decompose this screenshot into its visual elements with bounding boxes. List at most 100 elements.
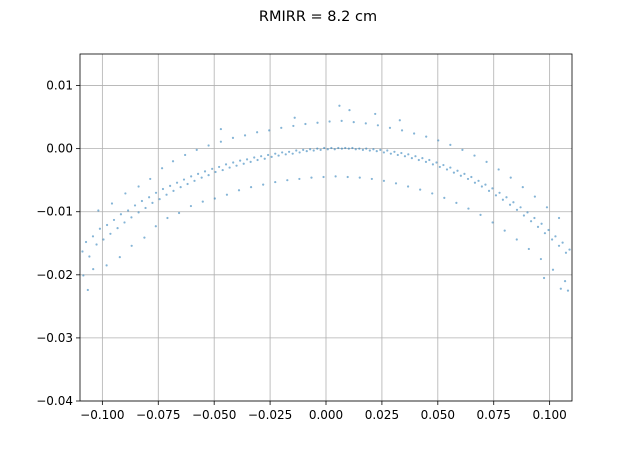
data-point <box>140 199 144 203</box>
data-point <box>196 172 200 175</box>
data-point <box>305 150 308 153</box>
data-point <box>249 160 252 163</box>
data-point <box>473 181 477 184</box>
data-point <box>529 220 533 223</box>
data-point <box>406 185 410 188</box>
data-point <box>515 208 519 211</box>
data-point <box>540 222 543 225</box>
data-point <box>154 225 157 228</box>
data-point <box>281 151 284 154</box>
data-point <box>435 161 438 164</box>
data-point <box>428 158 431 162</box>
data-point <box>352 121 355 124</box>
data-point <box>280 126 283 129</box>
data-point <box>545 206 549 209</box>
data-point <box>445 168 449 171</box>
data-point <box>184 153 187 157</box>
data-point <box>143 236 146 239</box>
data-point <box>169 184 172 187</box>
data-point <box>81 250 84 253</box>
data-point <box>424 160 428 163</box>
x-tick-label: −0.025 <box>248 408 292 422</box>
data-point <box>158 198 161 201</box>
data-point <box>393 150 396 153</box>
data-point <box>237 189 241 192</box>
data-point <box>358 147 361 150</box>
data-point <box>245 158 249 161</box>
data-point <box>536 225 540 228</box>
data-point <box>312 149 315 152</box>
data-point <box>410 157 413 160</box>
data-point <box>437 139 440 142</box>
data-points <box>81 104 571 292</box>
data-point <box>242 162 245 165</box>
data-point <box>505 196 508 199</box>
data-point <box>386 149 389 152</box>
data-point <box>463 172 466 175</box>
data-point <box>459 174 462 177</box>
data-point <box>389 152 392 155</box>
y-tick-label: −0.04 <box>36 394 73 408</box>
data-point <box>358 176 361 179</box>
data-point <box>260 155 263 158</box>
data-point <box>561 241 564 244</box>
data-point <box>228 166 231 169</box>
data-point <box>466 177 470 181</box>
data-point <box>263 157 266 160</box>
data-point <box>494 194 498 197</box>
data-point <box>165 193 168 196</box>
data-point <box>491 221 494 224</box>
data-point <box>344 146 347 150</box>
data-point <box>118 256 121 259</box>
data-point <box>456 169 459 172</box>
data-point <box>207 144 210 147</box>
data-point <box>298 151 301 154</box>
data-point <box>340 147 343 150</box>
data-point <box>235 164 238 167</box>
data-point <box>326 148 329 151</box>
data-point <box>130 216 133 219</box>
data-point <box>372 148 375 151</box>
data-point <box>224 163 228 166</box>
data-point <box>277 154 280 157</box>
data-point <box>533 216 536 220</box>
x-tick-label: −0.075 <box>136 408 180 422</box>
data-point <box>82 274 85 277</box>
data-point <box>375 150 378 153</box>
data-point <box>398 119 401 122</box>
data-point <box>274 180 277 184</box>
data-point <box>477 179 480 182</box>
data-point <box>379 148 382 151</box>
data-point <box>394 182 398 185</box>
data-point <box>328 120 331 123</box>
data-point <box>177 211 181 215</box>
data-point <box>382 151 386 154</box>
data-point <box>109 232 112 235</box>
data-point <box>351 146 354 150</box>
data-point <box>364 122 367 125</box>
data-point <box>137 211 140 214</box>
data-point <box>232 161 235 164</box>
data-point <box>154 191 158 194</box>
data-point <box>253 156 256 159</box>
data-point <box>309 148 312 151</box>
data-point <box>310 176 313 179</box>
data-point <box>288 150 291 153</box>
data-point <box>179 186 182 189</box>
data-point <box>509 176 512 179</box>
data-point <box>166 216 169 220</box>
x-tick-label: 0.025 <box>365 408 399 422</box>
data-point <box>403 155 407 158</box>
data-point <box>330 146 333 150</box>
data-point <box>97 209 100 212</box>
data-point <box>211 167 214 170</box>
data-point <box>182 178 186 181</box>
data-point <box>522 214 526 217</box>
data-point <box>133 204 137 207</box>
data-point <box>497 168 500 171</box>
data-point <box>110 202 114 205</box>
data-point <box>443 196 446 199</box>
data-point <box>498 191 501 194</box>
x-tick-label: 0.100 <box>532 408 566 422</box>
data-point <box>421 157 424 160</box>
